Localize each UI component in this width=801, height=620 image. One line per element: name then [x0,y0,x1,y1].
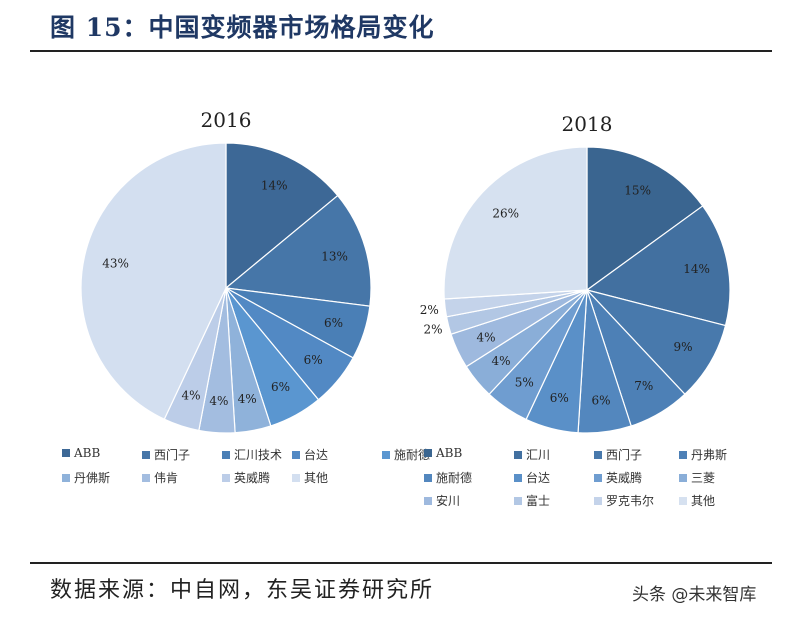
data-label: 7% [634,379,653,393]
legend-swatch [142,474,150,482]
data-label: 6% [271,380,290,394]
legend-swatch [424,474,432,482]
data-label: 4% [477,330,496,344]
legend-label: 丹佛斯 [74,471,111,485]
legend-swatch [514,451,522,459]
source-note: 数据来源：中自网，东吴证券研究所 [50,578,435,603]
pie-slice-汇川 [585,205,731,327]
legend-label: 英威腾 [234,471,271,485]
legend-label: 其他 [691,494,716,508]
data-label: 4% [182,389,201,403]
legend-item: 施耐德 [424,469,472,486]
pie-slice-ABB [225,142,339,290]
legend-swatch [514,497,522,505]
legend-swatch [424,497,432,505]
legend-label: ABB [74,446,101,460]
legend-item: 台达 [514,469,550,486]
legend-label: 施耐德 [394,448,431,462]
legend-label: 罗克韦尔 [606,494,655,508]
legend-swatch [62,449,70,457]
data-label: 2% [420,303,439,317]
legend-label: 丹弗斯 [691,448,728,462]
legend-label: ABB [436,446,463,460]
data-label: 4% [238,392,257,406]
data-label: 26% [492,207,519,221]
legend-item: 西门子 [142,446,190,463]
pie-slice-其他 [80,142,227,420]
legend-item: 西门子 [594,446,642,463]
legend-label: 富士 [526,494,551,508]
legend-swatch [424,449,432,457]
pie-title: 2016 [201,108,252,132]
legend-swatch [62,474,70,482]
legend-label: 英威腾 [606,471,643,485]
data-label: 4% [492,354,511,368]
legend-item: 汇川 [514,446,550,463]
legend-label: 三菱 [691,471,716,485]
data-label: 9% [673,340,692,354]
legend-item: 英威腾 [594,469,642,486]
legend-item: 丹弗斯 [679,446,727,463]
legend-item: 三菱 [679,469,715,486]
legend-item: 汇川技术 [222,446,282,463]
data-label: 6% [304,353,323,367]
legend-item: 安川 [424,492,460,509]
legend-item: 台达 [292,446,328,463]
data-label: 14% [683,262,710,276]
legend-swatch [382,451,390,459]
legend-item: 施耐德 [382,446,430,463]
legend-label: 安川 [436,494,461,508]
data-label: 13% [321,249,348,263]
legend-item: 富士 [514,492,550,509]
legend-swatch [679,451,687,459]
top-rule [30,50,772,52]
legend-swatch [292,474,300,482]
legend-swatch [679,497,687,505]
legend-item: 伟肯 [142,469,178,486]
data-label: 2% [423,323,442,337]
legend-label: 西门子 [606,448,643,462]
pie-title: 2018 [562,112,613,136]
watermark: 头条 @未来智库 [632,585,757,605]
legend-label: 施耐德 [436,471,473,485]
data-label: 6% [324,316,343,330]
legend-label: 台达 [526,471,551,485]
legend-swatch [222,451,230,459]
data-label: 6% [591,394,610,408]
legend-swatch [142,451,150,459]
legend-label: 西门子 [154,448,191,462]
data-label: 6% [550,391,569,405]
legend-label: 其他 [304,471,329,485]
legend-swatch [514,474,522,482]
legend-item: 其他 [292,469,328,486]
legend-item: 其他 [679,492,715,509]
legend-label: 汇川技术 [234,448,283,462]
pie-charts: 2016 14% 13% 6% 6% 6% 4% 4% 4% 43% 2018 15% 14% 9% 7% 6… [80,108,731,434]
pie-slice-其他 [443,146,588,300]
data-label: 4% [209,394,228,408]
legend-item: 罗克韦尔 [594,492,654,509]
data-label: 43% [102,256,129,270]
legend-swatch [679,474,687,482]
pie-slice-西门子 [224,194,372,307]
pie-slice-ABB [586,146,704,292]
pie-slice-西门子 [585,288,727,396]
legend-label: 伟肯 [154,471,179,485]
legend-label: 汇川 [526,448,551,462]
data-label: 5% [515,375,534,389]
data-label: 15% [624,184,651,198]
legend-swatch [594,451,602,459]
legend-swatch [594,474,602,482]
legend-swatch [222,474,230,482]
legend-swatch [292,451,300,459]
legend-label: 台达 [304,448,329,462]
figure-title: 图 15：中国变频器市场格局变化 [50,13,435,42]
legend-item: ABB [424,446,462,460]
legend-item: 丹佛斯 [62,469,110,486]
legend-swatch [594,497,602,505]
legend-item: ABB [62,446,100,460]
legend-item: 英威腾 [222,469,270,486]
data-label: 14% [261,179,288,193]
bottom-rule [30,562,772,564]
